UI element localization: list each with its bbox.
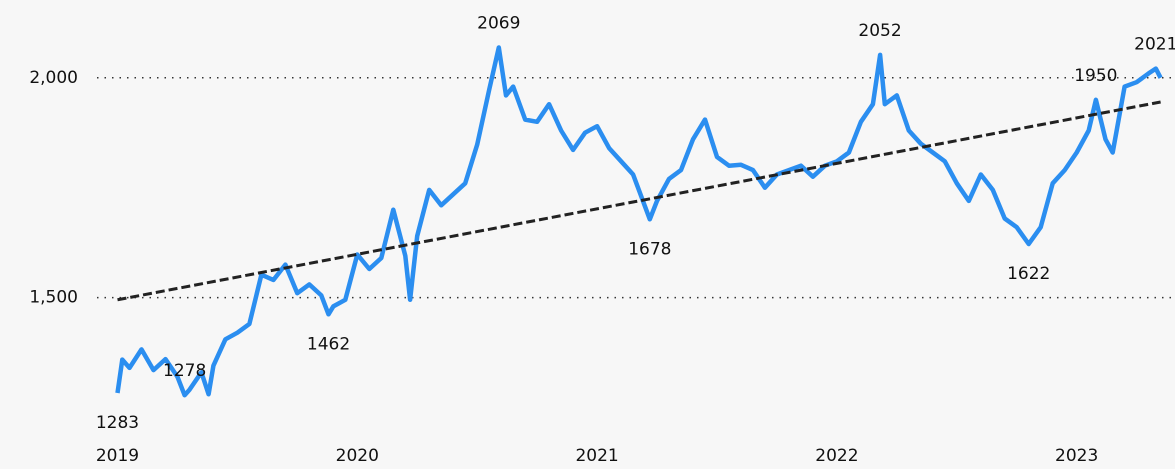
y-tick-label: 1,500 (29, 288, 78, 308)
x-tick-label: 2022 (815, 446, 858, 466)
annotation: 1462 (307, 334, 350, 354)
y-tick-label: 2,000 (29, 68, 78, 88)
price-line (115, 45, 1163, 398)
annotation: 1283 (96, 413, 139, 433)
x-tick-label: 2021 (575, 446, 618, 466)
annotation: 1678 (628, 239, 671, 259)
annotation: 1622 (1007, 264, 1050, 284)
annotation: 1950 (1074, 66, 1117, 86)
trend-line (117, 100, 1161, 302)
x-tick-label: 2023 (1055, 446, 1098, 466)
x-tick-label: 2019 (96, 446, 139, 466)
x-tick-label: 2020 (336, 446, 379, 466)
annotation: 2052 (858, 21, 901, 41)
annotation: 2021 (1134, 35, 1175, 55)
annotation: 1278 (163, 361, 206, 381)
annotation: 2069 (477, 13, 520, 33)
